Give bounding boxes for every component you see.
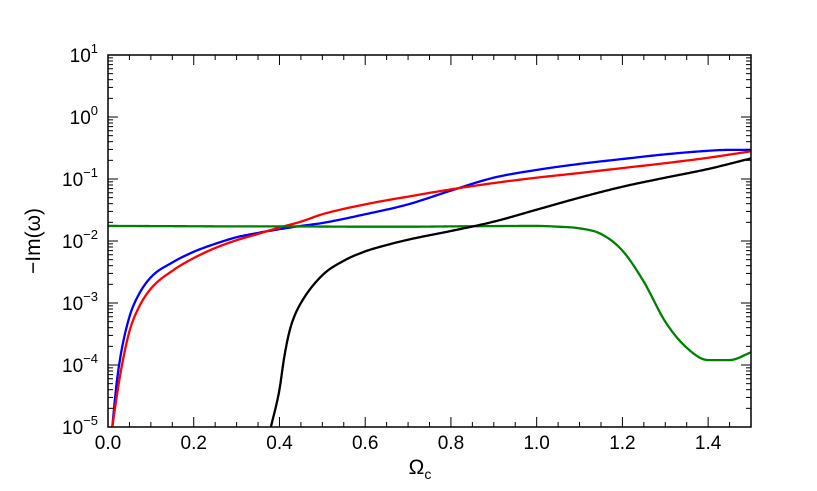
y-tick-label-base: 10 [62,232,83,253]
series-line-4 [269,157,751,427]
x-axis-title: Ωc [409,456,432,482]
y-tick-label-base: 10 [62,418,83,439]
y-tick-label: 10−4 [62,351,98,377]
x-tick-label: 0.0 [95,433,121,454]
ticks-layer [107,54,752,428]
plot-area [108,55,751,427]
tick-labels: 0.0 0.2 0.4 0.6 0.8 1.0 1.2 1.410−510−410−310−2… [62,41,722,454]
y-tick-label: 100 [70,103,98,129]
x-tick-label: 1.4 [695,433,722,454]
series-line-3 [108,224,751,362]
x-tick-label: 0.8 [438,433,464,454]
y-tick-label-base: 10 [70,46,91,67]
series-line-1 [111,148,751,427]
x-axis-title-main: Ω [409,456,425,479]
plot-frame [107,54,752,428]
x-tick-label: 0.4 [266,433,293,454]
y-tick-label-exponent: 0 [91,103,98,118]
x-axis-title-sub: c [424,466,431,482]
y-tick-label-base: 10 [70,108,91,129]
x-tick-label: 1.0 [523,433,549,454]
y-tick-label-exponent: −4 [83,351,98,366]
y-tick-label: 101 [70,41,98,67]
x-tick-label: 0.6 [352,433,378,454]
y-tick-label-exponent: −5 [83,413,98,428]
x-tick-label: 0.2 [181,433,207,454]
y-tick-label: 10−1 [62,165,98,191]
y-tick-label-exponent: 1 [91,41,98,56]
series-layer [108,148,751,427]
y-tick-label: 10−3 [62,289,98,315]
series-line-2 [111,150,751,427]
y-tick-label-exponent: −2 [83,227,98,242]
y-tick-label-exponent: −3 [83,289,98,304]
y-tick-label-base: 10 [62,294,83,315]
y-axis-title: −Im(ω) [22,208,45,274]
y-tick-label: 10−2 [62,227,98,253]
y-tick-label-base: 10 [62,356,83,377]
y-tick-label-base: 10 [62,170,83,191]
y-tick-label: 10−5 [62,413,98,439]
y-tick-label-exponent: −1 [83,165,98,180]
x-tick-label: 1.2 [609,433,635,454]
